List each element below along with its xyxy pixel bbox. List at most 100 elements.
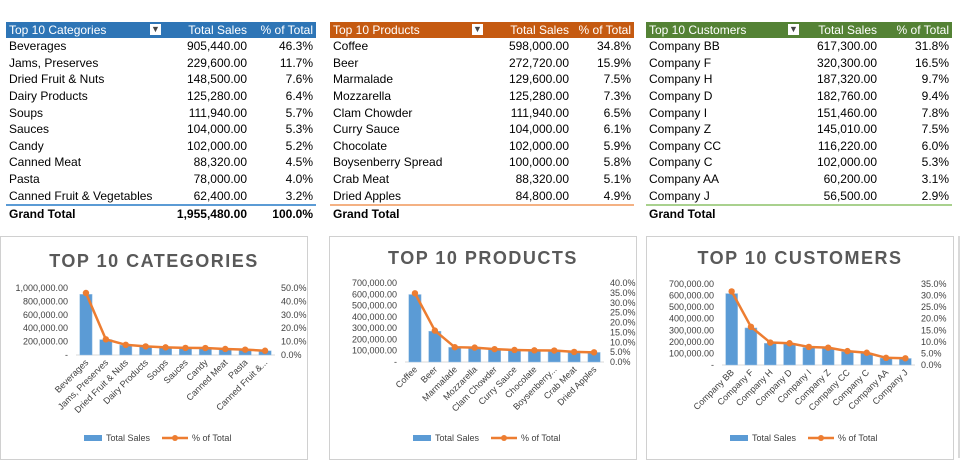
total-sales-cell[interactable]: 102,000.00: [186, 138, 247, 153]
percent-total-cell[interactable]: 7.6%: [285, 72, 313, 87]
percent-total-cell[interactable]: 2.9%: [921, 188, 949, 203]
percent-total-cell[interactable]: 7.5%: [921, 122, 949, 137]
total-sales-cell[interactable]: 104,000.00: [186, 122, 247, 137]
total-sales-cell[interactable]: 102,000.00: [508, 138, 569, 153]
table-row[interactable]: Mozzarella 125,280.00 7.3%: [330, 88, 634, 105]
table-row[interactable]: Pasta 78,000.00 4.0%: [6, 171, 316, 188]
percent-total-cell[interactable]: 34.8%: [596, 39, 631, 54]
row-label[interactable]: Company I: [649, 105, 708, 120]
filter-icon[interactable]: ▼: [150, 24, 161, 35]
total-sales-cell[interactable]: 100,000.00: [508, 155, 569, 170]
row-label[interactable]: Company CC: [649, 138, 722, 153]
row-label[interactable]: Soups: [9, 105, 44, 120]
table-row[interactable]: Company I 151,460.00 7.8%: [646, 104, 952, 121]
table-row[interactable]: Candy 102,000.00 5.2%: [6, 138, 316, 155]
percent-total-cell[interactable]: 5.8%: [603, 155, 631, 170]
percent-total-cell[interactable]: 46.3%: [278, 39, 313, 54]
percent-total-cell[interactable]: 5.1%: [603, 172, 631, 187]
total-sales-cell[interactable]: 78,000.00: [193, 172, 247, 187]
percent-total-cell[interactable]: 31.8%: [914, 39, 949, 54]
row-label[interactable]: Marmalade: [333, 72, 394, 87]
total-sales-cell[interactable]: [806, 203, 880, 223]
total-sales-cell[interactable]: 111,940.00: [510, 105, 569, 120]
table-row[interactable]: Company BB 617,300.00 31.8%: [646, 38, 952, 55]
table-row[interactable]: Dried Fruit & Nuts 148,500.00 7.6%: [6, 71, 316, 88]
total-sales-cell[interactable]: 88,320.00: [515, 172, 569, 187]
table-row[interactable]: Dried Apples 84,800.00 4.9%: [330, 187, 634, 205]
table-row[interactable]: Company D 182,760.00 9.4%: [646, 88, 952, 105]
grand-total-row[interactable]: Grand Total: [646, 203, 952, 223]
total-sales-cell[interactable]: 1,955,480.00: [168, 203, 250, 223]
total-sales-cell[interactable]: 905,440.00: [186, 39, 247, 54]
total-sales-cell[interactable]: 272,720.00: [508, 55, 569, 70]
row-label[interactable]: Candy: [9, 138, 44, 153]
top-categories-chart[interactable]: TOP 10 CATEGORIES 1,000,000.00 800,000.00 6…: [0, 236, 308, 460]
total-sales-cell[interactable]: 182,760.00: [816, 89, 877, 104]
total-sales-cell[interactable]: 125,280.00: [186, 89, 247, 104]
total-sales-cell[interactable]: 56,500.00: [823, 188, 877, 203]
row-label[interactable]: Clam Chowder: [333, 105, 413, 120]
percent-total-cell[interactable]: 7.8%: [921, 105, 949, 120]
row-label[interactable]: Canned Meat: [9, 155, 82, 170]
total-sales-cell[interactable]: 104,000.00: [508, 122, 569, 137]
row-label[interactable]: Company H: [649, 72, 713, 87]
row-label[interactable]: Company AA: [649, 172, 720, 187]
header-row-labels[interactable]: Top 10 Customers ▼: [646, 22, 806, 38]
grand-total-row[interactable]: Grand Total 1,955,480.00 100.0%: [6, 203, 316, 223]
table-row[interactable]: Beverages 905,440.00 46.3%: [6, 38, 316, 55]
total-sales-cell[interactable]: 229,600.00: [186, 55, 247, 70]
table-row[interactable]: Curry Sauce 104,000.00 6.1%: [330, 121, 634, 138]
row-label[interactable]: Pasta: [9, 172, 40, 187]
total-sales-cell[interactable]: 598,000.00: [508, 39, 569, 54]
total-sales-cell[interactable]: 151,460.00: [816, 105, 877, 120]
table-row[interactable]: Company J 56,500.00 2.9%: [646, 187, 952, 205]
table-row[interactable]: Company Z 145,010.00 7.5%: [646, 121, 952, 138]
row-label[interactable]: Boysenberry Spread: [333, 155, 443, 170]
percent-total-cell[interactable]: 6.4%: [285, 89, 313, 104]
table-row[interactable]: Soups 111,940.00 5.7%: [6, 104, 316, 121]
row-label[interactable]: Company Z: [649, 122, 712, 137]
row-label[interactable]: Coffee: [333, 39, 369, 54]
percent-total-cell[interactable]: 4.5%: [285, 155, 313, 170]
table-row[interactable]: Crab Meat 88,320.00 5.1%: [330, 171, 634, 188]
row-label[interactable]: Beer: [333, 55, 359, 70]
percent-total-cell[interactable]: 3.2%: [285, 188, 313, 203]
total-sales-cell[interactable]: 129,600.00: [508, 72, 569, 87]
percent-total-cell[interactable]: 6.1%: [603, 122, 631, 137]
percent-total-cell[interactable]: 16.5%: [914, 55, 949, 70]
row-label[interactable]: Mozzarella: [333, 89, 392, 104]
row-label[interactable]: Dairy Products: [9, 89, 88, 104]
percent-total-cell[interactable]: 6.5%: [603, 105, 631, 120]
top-products-chart[interactable]: TOP 10 PRODUCTS 700,000.00 600,000.00 500,0…: [329, 236, 637, 460]
table-row[interactable]: Coffee 598,000.00 34.8%: [330, 38, 634, 55]
percent-total-cell[interactable]: 9.7%: [921, 72, 949, 87]
table-row[interactable]: Company CC 116,220.00 6.0%: [646, 138, 952, 155]
row-label[interactable]: Grand Total: [6, 203, 168, 223]
header-row-labels[interactable]: Top 10 Categories ▼: [6, 22, 168, 38]
table-row[interactable]: Company H 187,320.00 9.7%: [646, 71, 952, 88]
header-row-labels[interactable]: Top 10 Products ▼: [330, 22, 490, 38]
total-sales-cell[interactable]: 111,940.00: [188, 105, 247, 120]
row-label[interactable]: Crab Meat: [333, 172, 390, 187]
top-customers-chart[interactable]: TOP 10 CUSTOMERS 700,000.00 600,000.00 500,…: [646, 236, 954, 460]
percent-total-cell[interactable]: 9.4%: [921, 89, 949, 104]
percent-total-cell[interactable]: [572, 203, 634, 223]
table-row[interactable]: Company C 102,000.00 5.3%: [646, 154, 952, 171]
percent-total-cell[interactable]: 5.2%: [285, 138, 313, 153]
total-sales-cell[interactable]: 320,300.00: [816, 55, 877, 70]
total-sales-cell[interactable]: 187,320.00: [816, 72, 877, 87]
percent-total-cell[interactable]: 6.0%: [921, 138, 949, 153]
filter-icon[interactable]: ▼: [472, 24, 483, 35]
total-sales-cell[interactable]: 617,300.00: [816, 39, 877, 54]
row-label[interactable]: Company F: [649, 55, 712, 70]
row-label[interactable]: Grand Total: [330, 203, 490, 223]
row-label[interactable]: Company J: [649, 188, 710, 203]
row-label[interactable]: Company D: [649, 89, 713, 104]
percent-total-cell[interactable]: 5.9%: [603, 138, 631, 153]
percent-total-cell[interactable]: 3.1%: [921, 172, 949, 187]
percent-total-cell[interactable]: 4.0%: [285, 172, 313, 187]
table-row[interactable]: Chocolate 102,000.00 5.9%: [330, 138, 634, 155]
row-label[interactable]: Company BB: [649, 39, 720, 54]
row-label[interactable]: Curry Sauce: [333, 122, 400, 137]
percent-total-cell[interactable]: 5.3%: [921, 155, 949, 170]
